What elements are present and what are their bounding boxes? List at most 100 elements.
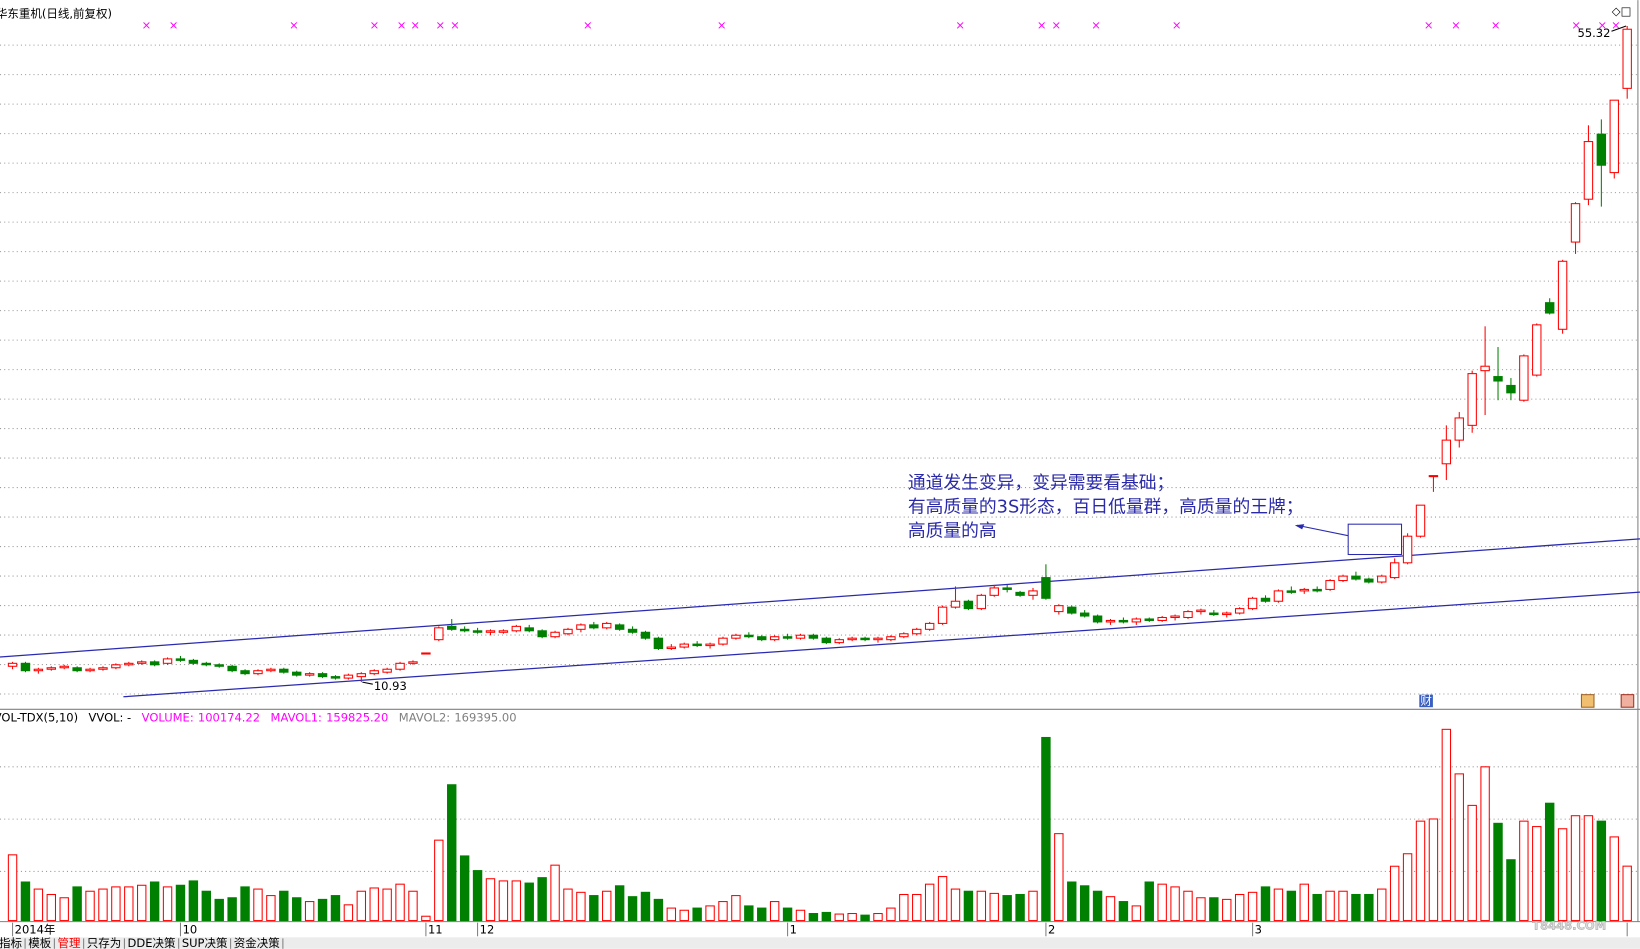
tab[interactable]: 只存为 bbox=[87, 936, 122, 949]
volume-bar bbox=[98, 888, 108, 922]
candle-body bbox=[1519, 355, 1529, 401]
candle-body bbox=[718, 637, 728, 645]
event-marker-box[interactable] bbox=[1419, 694, 1433, 708]
candle-body bbox=[240, 670, 250, 675]
low-price-pointer bbox=[362, 681, 373, 685]
volume-bar bbox=[227, 897, 237, 922]
signal-marker: × bbox=[1172, 18, 1182, 32]
candle-body bbox=[395, 662, 405, 670]
volume-bar bbox=[369, 887, 379, 922]
signal-marker: × bbox=[397, 18, 407, 32]
candle-body bbox=[1312, 588, 1322, 592]
candle-body bbox=[279, 668, 289, 673]
legend-label: VOL-TDX(5,10) bbox=[0, 710, 78, 724]
tab[interactable]: 模板 bbox=[28, 936, 51, 949]
candle-body bbox=[162, 658, 173, 664]
candle-body bbox=[937, 606, 948, 624]
tab[interactable]: 管理 bbox=[58, 936, 81, 949]
event-icon[interactable] bbox=[1580, 694, 1595, 708]
volume-bar bbox=[20, 881, 31, 922]
volume-bar bbox=[1222, 898, 1232, 922]
candle-body bbox=[188, 659, 199, 664]
candle-body bbox=[524, 627, 534, 632]
event-marker[interactable]: 财 bbox=[1420, 693, 1432, 707]
candle-body bbox=[1028, 590, 1038, 596]
candle-body bbox=[834, 639, 844, 644]
volume-bar bbox=[576, 891, 586, 922]
candle-body bbox=[485, 630, 496, 633]
signal-marker: × bbox=[142, 18, 152, 32]
window-icons[interactable]: ◇□ bbox=[1612, 4, 1632, 18]
signal-marker: × bbox=[436, 18, 446, 32]
candle-body bbox=[640, 631, 651, 639]
candle-body bbox=[860, 637, 870, 641]
volume-bar bbox=[1260, 886, 1271, 922]
candle-body bbox=[472, 630, 483, 633]
volume-bar bbox=[1622, 865, 1632, 922]
volume-bar bbox=[899, 893, 909, 922]
volume-bar bbox=[1054, 833, 1064, 922]
candle-body bbox=[356, 673, 367, 678]
candle-body bbox=[589, 624, 599, 629]
volume-bar bbox=[744, 905, 754, 922]
candle-body bbox=[330, 676, 341, 679]
candle-body bbox=[214, 664, 224, 667]
volume-bar bbox=[1428, 818, 1439, 922]
tab[interactable]: DDE决策 bbox=[128, 936, 176, 949]
signal-marker: × bbox=[410, 18, 420, 32]
channel-upper bbox=[0, 538, 1640, 658]
volume-bar bbox=[1441, 728, 1452, 922]
volume-bar bbox=[524, 882, 534, 922]
signal-marker: × bbox=[450, 18, 460, 32]
volume-bar bbox=[834, 913, 844, 922]
date-label: 12 bbox=[480, 922, 495, 936]
volume-bar bbox=[498, 880, 509, 922]
volume-bar bbox=[602, 890, 612, 922]
volume-bar bbox=[1519, 820, 1529, 922]
watermark: T8448.COM bbox=[1532, 918, 1606, 932]
volume-bar bbox=[550, 864, 560, 922]
candle-body bbox=[989, 587, 999, 596]
volume-bar bbox=[653, 898, 664, 922]
candle-body bbox=[137, 661, 147, 664]
candle-body bbox=[1583, 141, 1594, 200]
candle-body bbox=[1570, 203, 1581, 243]
signal-marker: × bbox=[169, 18, 179, 32]
candle-body bbox=[1170, 615, 1180, 619]
volume-bar bbox=[1273, 888, 1284, 922]
volume-bar bbox=[1570, 815, 1581, 922]
date-label: 10 bbox=[183, 922, 198, 936]
volume-bar bbox=[279, 890, 289, 922]
tab[interactable]: 资金决策 bbox=[234, 936, 280, 949]
volume-bar bbox=[1286, 890, 1297, 922]
volume-bar bbox=[1092, 890, 1103, 922]
volume-bar bbox=[382, 888, 392, 922]
tab[interactable]: 指标 bbox=[0, 936, 22, 949]
volume-bar bbox=[808, 912, 819, 922]
volume-bar bbox=[7, 854, 18, 922]
volume-bar bbox=[1480, 766, 1490, 922]
candle-body bbox=[731, 634, 741, 639]
event-icon[interactable] bbox=[1620, 694, 1635, 708]
candle-body bbox=[59, 665, 69, 669]
volume-bar bbox=[1157, 883, 1167, 922]
tab[interactable]: SUP决策 bbox=[182, 936, 228, 949]
candle-body bbox=[1234, 608, 1245, 614]
signal-marker: × bbox=[1424, 18, 1434, 32]
candle-body bbox=[950, 600, 961, 608]
legend-value: 169395.00 bbox=[454, 710, 516, 724]
candle-body bbox=[1402, 535, 1413, 564]
candle-body bbox=[421, 652, 431, 655]
volume-bar bbox=[253, 888, 263, 922]
highlight-box bbox=[1347, 523, 1403, 556]
volume-bar bbox=[240, 886, 250, 922]
volume-bar bbox=[1209, 897, 1219, 922]
candle-body bbox=[1609, 99, 1619, 174]
candle-body bbox=[498, 630, 509, 633]
volume-bar bbox=[640, 891, 651, 922]
candle-body bbox=[1389, 562, 1400, 579]
volume-bar bbox=[769, 901, 780, 922]
volume-bar bbox=[201, 890, 212, 922]
candle-body bbox=[111, 664, 121, 669]
